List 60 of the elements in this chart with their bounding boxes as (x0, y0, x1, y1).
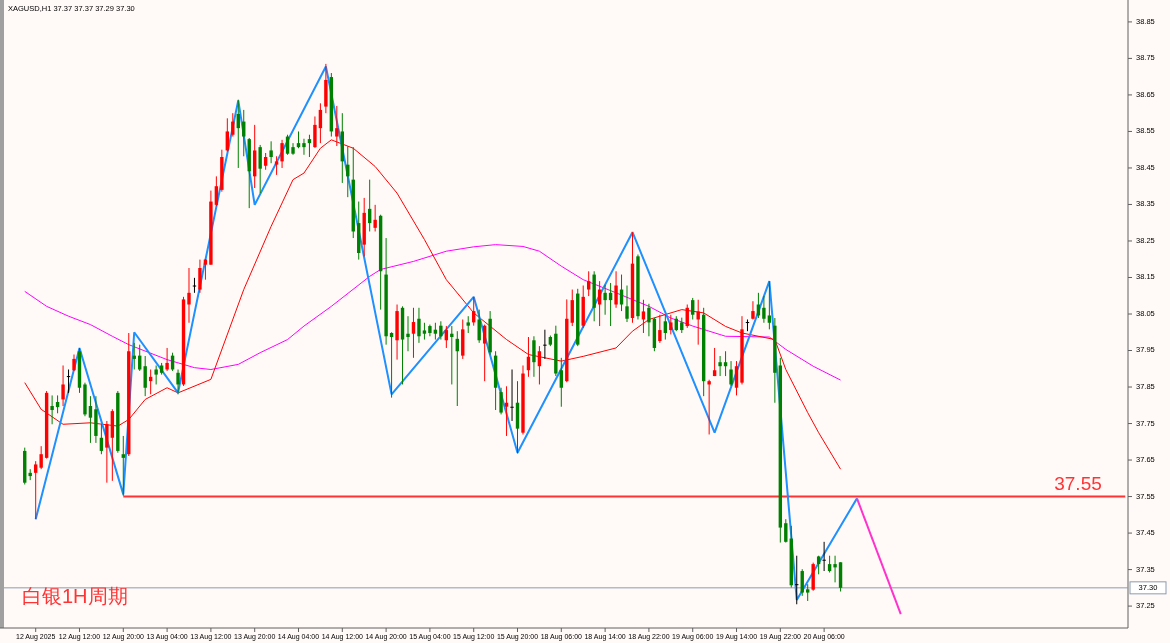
candlestick (614, 270, 618, 309)
candlestick (121, 435, 125, 497)
candlestick (258, 144, 262, 194)
candlestick (734, 360, 739, 396)
candlestick (663, 314, 668, 341)
candlestick (532, 335, 536, 378)
candlestick (313, 115, 317, 149)
candlestick (784, 518, 788, 544)
candlestick (762, 295, 766, 324)
annotation: 白银1H周期 (22, 585, 128, 607)
candlestick (33, 460, 38, 520)
candlestick (176, 369, 180, 395)
candlestick (214, 175, 219, 207)
candlestick (707, 379, 711, 435)
candlestick (411, 307, 416, 359)
candlestick (712, 347, 717, 377)
candlestick (543, 329, 547, 360)
candlestick (570, 289, 574, 327)
candlestick (833, 555, 837, 583)
candlestick (477, 309, 481, 344)
candlestick (669, 314, 673, 335)
candlestick (165, 347, 169, 372)
candlestick (154, 364, 158, 385)
candlestick (696, 299, 700, 346)
candlestick (822, 541, 826, 572)
candlestick (198, 259, 202, 294)
candlestick (39, 445, 43, 470)
candlestick (450, 325, 454, 385)
candlestick (625, 285, 629, 323)
line-series (24, 244, 842, 381)
candlestick (658, 314, 662, 344)
candlestick (603, 284, 607, 316)
candlestick (729, 360, 733, 387)
candlestick (50, 394, 54, 425)
candlestick (406, 315, 410, 352)
candlestick (767, 280, 772, 330)
candlestick (499, 387, 503, 415)
candlestick (647, 303, 651, 337)
candlestick (143, 355, 147, 397)
candlestick (88, 395, 93, 444)
candlestick (302, 138, 306, 156)
candlestick (269, 140, 273, 164)
candlestick (510, 369, 514, 422)
candlestick (586, 270, 591, 297)
candlestick (718, 355, 722, 377)
candlestick (795, 555, 799, 605)
annotation: 37.55 (1054, 472, 1102, 494)
candlestick (66, 369, 71, 394)
candlestick (61, 364, 65, 407)
candlestick (187, 267, 191, 324)
candlestick (691, 297, 695, 320)
candlestick (800, 568, 804, 597)
candlestick (745, 318, 750, 332)
candlestick (439, 320, 443, 341)
candlestick (417, 307, 421, 344)
candlestick (192, 277, 197, 294)
candlestick (559, 357, 564, 408)
candlestick (280, 139, 284, 169)
candlestick (274, 155, 279, 176)
candlestick (373, 204, 377, 232)
